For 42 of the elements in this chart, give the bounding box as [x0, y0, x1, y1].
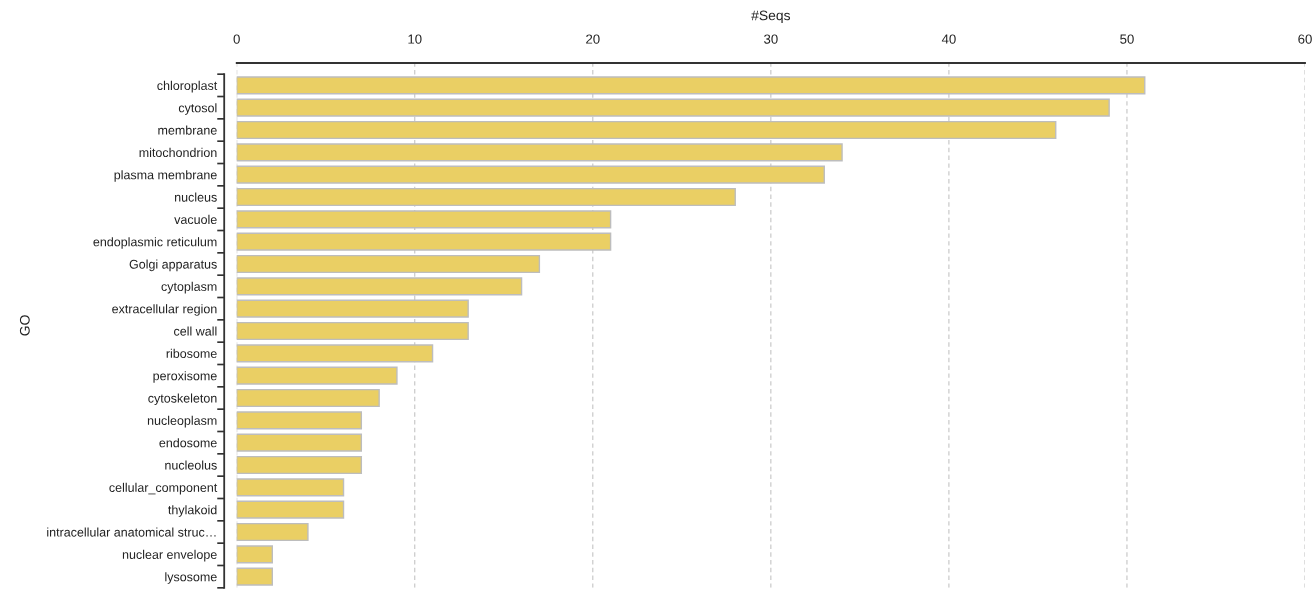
y-tick-label: Golgi apparatus	[129, 259, 217, 272]
x-tick-label: 10	[408, 34, 422, 44]
y-tick-label: membrane	[158, 125, 217, 135]
x-tick-label: 50	[1120, 34, 1134, 44]
y-tick-label: nucleus	[175, 192, 217, 202]
y-tick-label: intracellular anatomical struc…	[47, 527, 216, 537]
y-tick-label: endosome	[159, 438, 217, 448]
x-tick-label: 60	[1298, 34, 1312, 44]
bar	[236, 455, 363, 475]
y-tick-label: nucleolus	[165, 460, 217, 470]
y-tick-label: nuclear envelope	[122, 549, 217, 562]
y-tick-label: thylakoid	[168, 505, 217, 517]
y-tick-label: cellular_component	[109, 482, 218, 495]
bar	[236, 478, 345, 497]
x-axis-title: #Seqs	[751, 10, 791, 24]
y-tick-label: extracellular region	[112, 304, 217, 316]
bar	[236, 388, 380, 408]
bar	[236, 411, 363, 430]
y-tick-label: ribosome	[166, 348, 217, 358]
y-tick-label: cytoplasm	[161, 281, 217, 294]
y-tick-label: cytosol	[178, 103, 217, 115]
y-tick-label: mitochondrion	[139, 147, 217, 157]
y-tick-label: vacuole	[174, 214, 217, 224]
y-tick-label: lysosome	[165, 572, 217, 584]
y-tick-label: nucleoplasm	[147, 415, 217, 428]
y-tick-label: plasma membrane	[114, 170, 217, 182]
y-tick-label: cell wall	[174, 326, 217, 336]
x-tick-label: 0	[233, 34, 240, 44]
y-tick-label: endoplasmic reticulum	[93, 237, 217, 249]
y-tick-label: cytoskeleton	[148, 393, 217, 406]
x-tick-label: 30	[764, 34, 778, 44]
bar	[236, 522, 309, 542]
bar	[236, 500, 345, 519]
x-tick-label: 40	[941, 34, 956, 44]
y-tick-label: peroxisome	[153, 371, 217, 383]
bar	[236, 545, 274, 564]
x-tick-label: 20	[586, 34, 600, 44]
bar	[236, 366, 398, 385]
bar	[236, 567, 274, 586]
bar	[236, 433, 363, 452]
y-axis-title: GO	[19, 315, 30, 336]
y-tick-label: chloroplast	[157, 80, 218, 93]
